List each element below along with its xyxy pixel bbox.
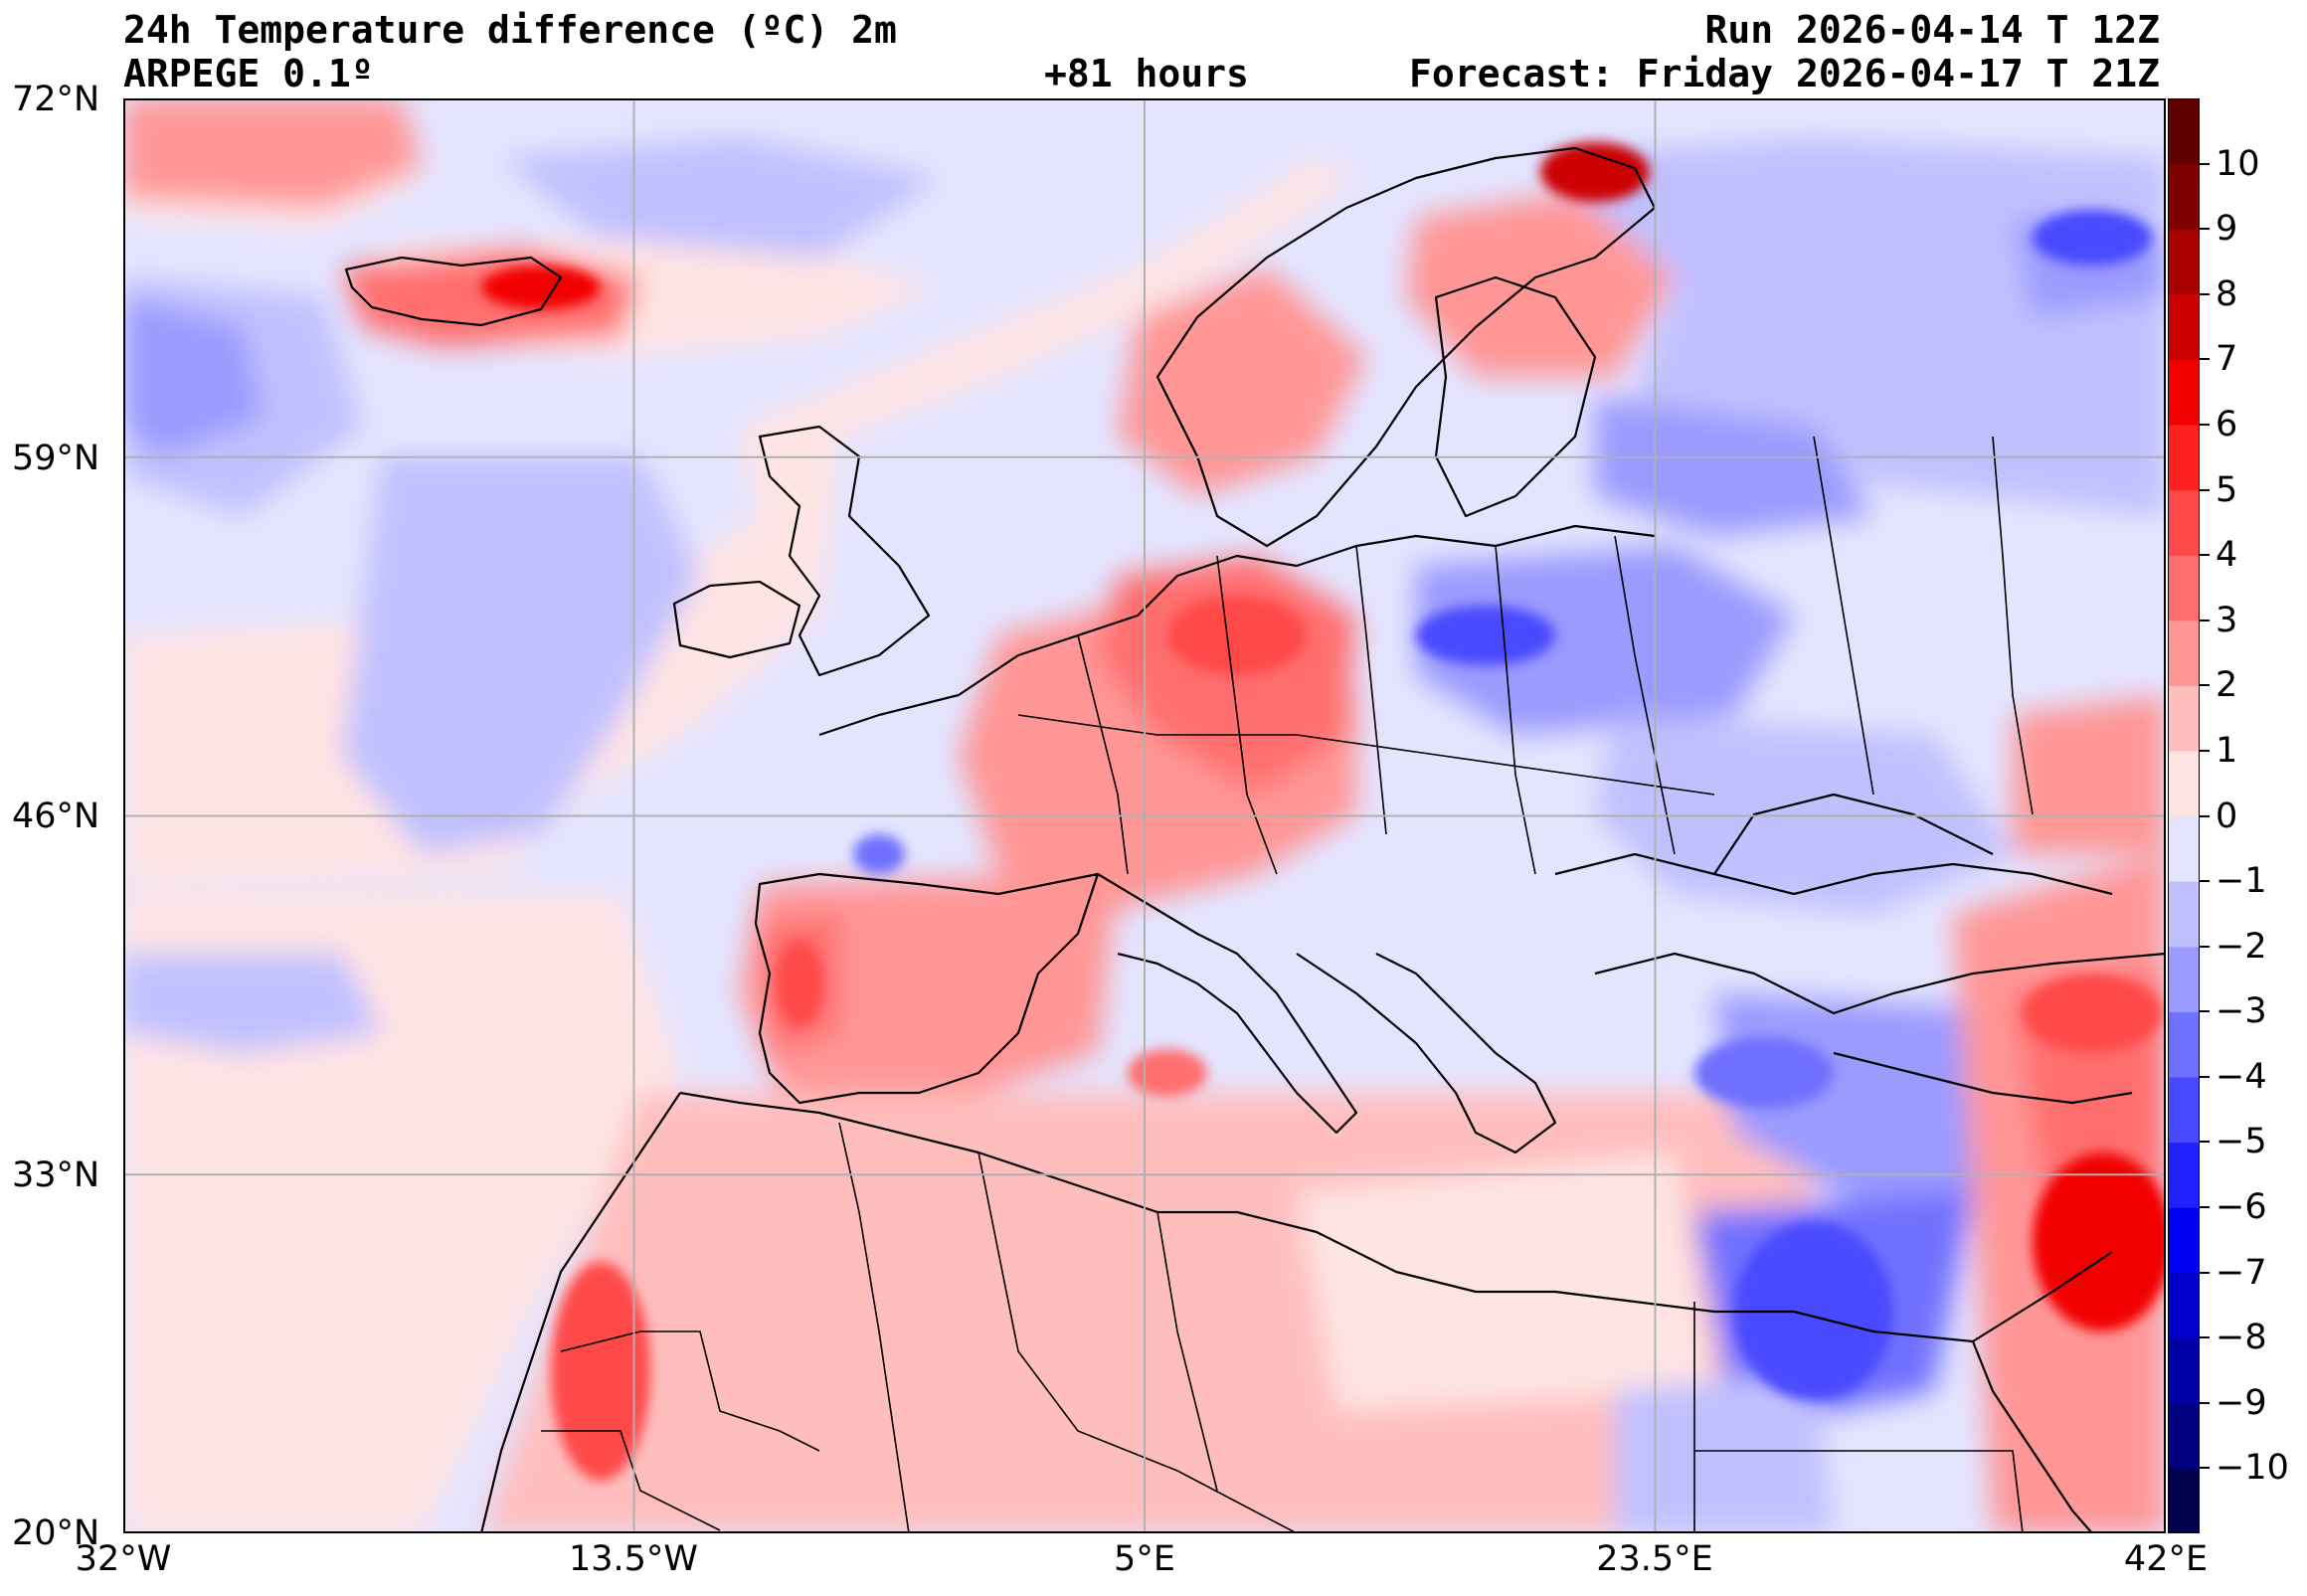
colorbar-segment: [2168, 163, 2200, 230]
colorbar-tick: [2200, 1010, 2210, 1013]
colorbar-segment: [2168, 750, 2200, 817]
colorbar-segment: [2168, 1142, 2200, 1208]
colorbar-tick: [2200, 1206, 2210, 1209]
colorbar-segment: [2168, 1272, 2200, 1338]
colorbar-segment: [2168, 946, 2200, 1012]
colorbar-tick: [2200, 684, 2210, 687]
colorbar-tick-label: −10: [2216, 1448, 2289, 1489]
colorbar-tick-label: 8: [2216, 273, 2238, 314]
colorbar-tick: [2200, 162, 2210, 165]
colorbar-segment: [2168, 1076, 2200, 1144]
colorbar-segment: [2168, 98, 2200, 165]
colorbar-segment: [2168, 424, 2200, 491]
colorbar-segment: [2168, 1337, 2200, 1404]
lead-time: +81 hours: [1044, 52, 1249, 95]
colorbar-segment: [2168, 685, 2200, 752]
colorbar-segment: [2168, 229, 2200, 295]
colorbar-tick-label: 2: [2216, 665, 2238, 706]
colorbar-border: [2168, 98, 2200, 1533]
anomaly-field: [123, 98, 2166, 1533]
colorbar-tick-label: −4: [2216, 1056, 2267, 1097]
map-panel: [123, 98, 2166, 1533]
colorbar-tick-label: 9: [2216, 209, 2238, 250]
country-borders: [541, 436, 2034, 1533]
colorbar-tick: [2200, 1401, 2210, 1404]
lat-label-46: 46°N: [12, 797, 100, 836]
colorbar-tick-label: −2: [2216, 926, 2267, 967]
colorbar-tick-label: 10: [2216, 143, 2260, 184]
colorbar-tick-label: −5: [2216, 1122, 2267, 1162]
colorbar-segment: [2168, 489, 2200, 556]
colorbar-tick: [2200, 619, 2210, 621]
colorbar-segment: [2168, 359, 2200, 426]
colorbar-tick: [2200, 423, 2210, 426]
run-time: Run 2026-04-14 T 12Z: [1704, 8, 2160, 52]
lat-label-72: 72°N: [12, 80, 100, 119]
model-name: ARPEGE 0.1º: [123, 52, 374, 95]
colorbar-segment: [2168, 555, 2200, 621]
colorbar-tick-label: 7: [2216, 339, 2238, 380]
colorbar-tick: [2200, 358, 2210, 361]
colorbar-segment: [2168, 1011, 2200, 1078]
colorbar-tick-label: −1: [2216, 861, 2267, 902]
colorbar-tick: [2200, 1467, 2210, 1470]
colorbar-tick: [2200, 945, 2210, 948]
colorbar-segment: [2168, 881, 2200, 948]
graticule: [123, 98, 2166, 1533]
lon-label-5e: 5°E: [1114, 1539, 1175, 1579]
lon-label-32w: 32°W: [75, 1539, 172, 1579]
lat-label-59: 59°N: [12, 439, 100, 478]
colorbar-tick-label: 0: [2216, 796, 2238, 836]
colorbar-tick: [2200, 488, 2210, 491]
anomaly-details: [481, 142, 2166, 1481]
colorbar: [2168, 98, 2200, 1533]
lon-label-13-5w: 13.5°W: [568, 1539, 699, 1579]
temperature-map: [123, 98, 2166, 1533]
map-frame: [123, 98, 2166, 1533]
lon-label-23-5e: 23.5°E: [1596, 1539, 1713, 1579]
colorbar-segment: [2168, 815, 2200, 882]
lat-label-33: 33°N: [12, 1155, 100, 1195]
colorbar-tick-label: 6: [2216, 404, 2238, 444]
coastlines: [344, 146, 2166, 1533]
lon-label-42e: 42°E: [2123, 1539, 2209, 1579]
colorbar-tick-label: −9: [2216, 1382, 2267, 1423]
colorbar-tick-label: 4: [2216, 535, 2238, 576]
colorbar-tick: [2200, 1075, 2210, 1078]
colorbar-tick: [2200, 814, 2210, 817]
forecast-time: Forecast: Friday 2026-04-17 T 21Z: [1409, 52, 2160, 95]
colorbar-tick-label: −7: [2216, 1252, 2267, 1293]
colorbar-tick-label: 5: [2216, 469, 2238, 510]
colorbar-tick: [2200, 1336, 2210, 1339]
colorbar-tick: [2200, 880, 2210, 883]
colorbar-tick-label: 3: [2216, 600, 2238, 640]
colorbar-tick: [2200, 228, 2210, 231]
colorbar-tick: [2200, 554, 2210, 557]
colorbar-tick: [2200, 292, 2210, 295]
colorbar-segment: [2168, 1402, 2200, 1470]
colorbar-tick: [2200, 1271, 2210, 1274]
colorbar-segment: [2168, 1468, 2200, 1533]
colorbar-tick-label: −3: [2216, 991, 2267, 1032]
colorbar-segment: [2168, 620, 2200, 686]
colorbar-tick-label: −8: [2216, 1318, 2267, 1358]
colorbar-tick-label: 1: [2216, 730, 2238, 771]
chart-title: 24h Temperature difference (ºC) 2m: [123, 8, 897, 52]
colorbar-segment: [2168, 1207, 2200, 1274]
colorbar-segment: [2168, 293, 2200, 360]
lat-label-20: 20°N: [12, 1513, 100, 1553]
colorbar-tick: [2200, 749, 2210, 752]
colorbar-tick: [2200, 1141, 2210, 1144]
colorbar-tick-label: −6: [2216, 1187, 2267, 1228]
